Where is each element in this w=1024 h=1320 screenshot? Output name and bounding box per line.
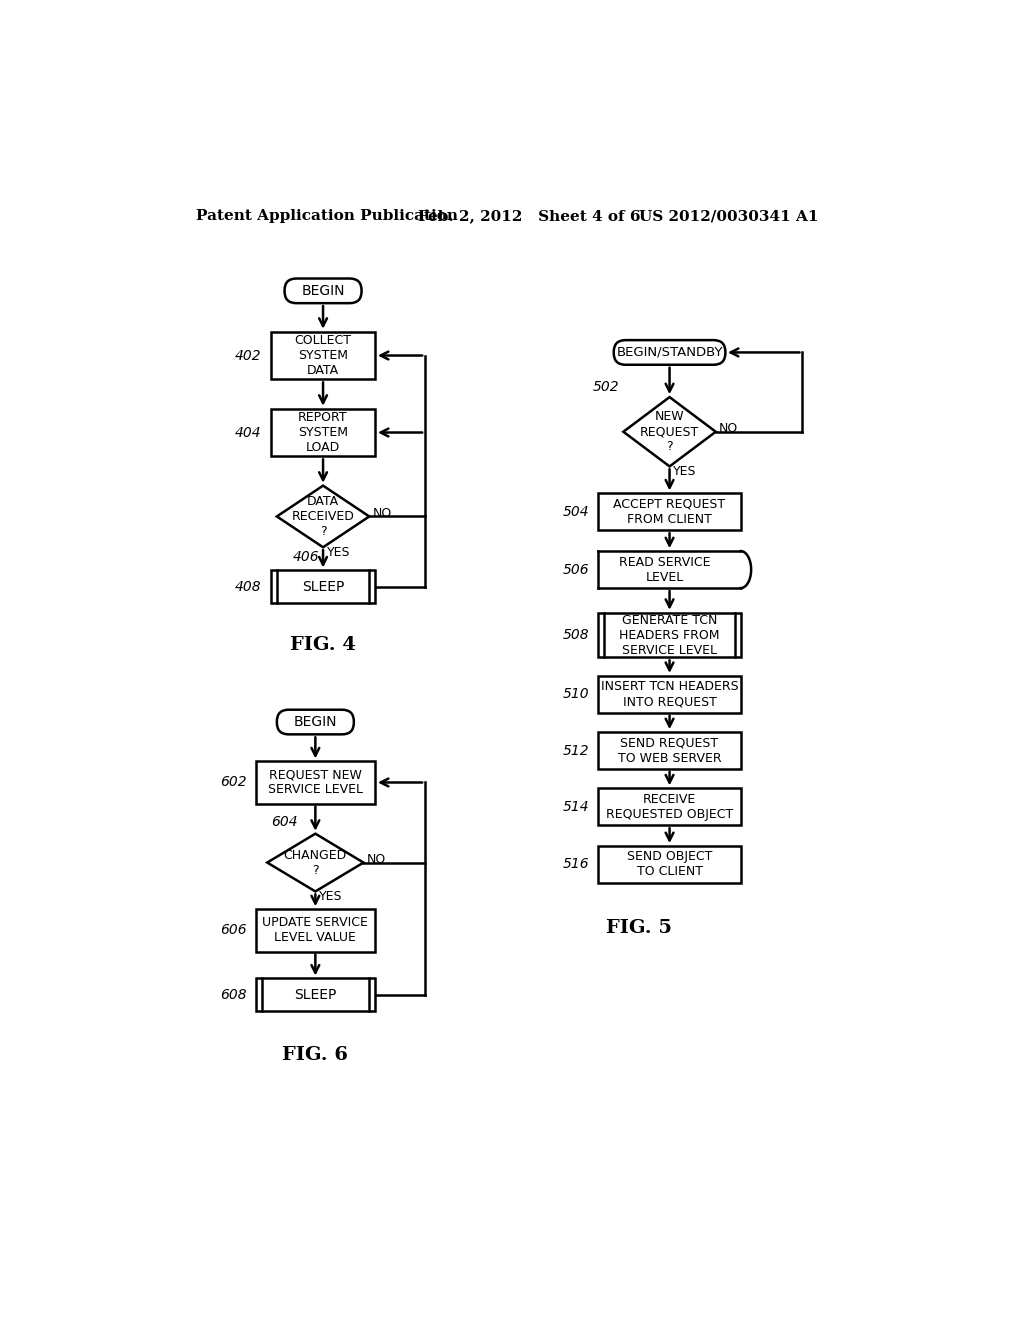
Text: YES: YES xyxy=(327,545,350,558)
Text: ACCEPT REQUEST
FROM CLIENT: ACCEPT REQUEST FROM CLIENT xyxy=(613,498,726,525)
Bar xyxy=(598,676,740,713)
Bar xyxy=(271,409,375,457)
Text: 408: 408 xyxy=(236,579,262,594)
Polygon shape xyxy=(598,552,752,589)
Text: 506: 506 xyxy=(562,562,589,577)
Text: NEW
REQUEST
?: NEW REQUEST ? xyxy=(640,411,699,453)
Text: 404: 404 xyxy=(236,425,262,440)
Text: COLLECT
SYSTEM
DATA: COLLECT SYSTEM DATA xyxy=(295,334,351,378)
Text: CHANGED
?: CHANGED ? xyxy=(284,849,347,876)
Bar xyxy=(598,733,740,770)
Text: SEND OBJECT
TO CLIENT: SEND OBJECT TO CLIENT xyxy=(627,850,713,879)
Text: FIG. 5: FIG. 5 xyxy=(606,919,672,937)
Bar xyxy=(256,909,375,952)
Bar xyxy=(598,494,740,531)
Text: 502: 502 xyxy=(593,380,620,395)
Text: US 2012/0030341 A1: US 2012/0030341 A1 xyxy=(639,209,818,223)
Text: SLEEP: SLEEP xyxy=(294,987,337,1002)
Text: 602: 602 xyxy=(220,775,247,789)
Text: NO: NO xyxy=(373,507,391,520)
Polygon shape xyxy=(267,834,364,891)
Text: YES: YES xyxy=(319,890,343,903)
Text: 606: 606 xyxy=(220,923,247,937)
Text: SLEEP: SLEEP xyxy=(302,579,344,594)
Text: FIG. 6: FIG. 6 xyxy=(283,1047,348,1064)
Bar xyxy=(271,570,375,603)
Text: BEGIN/STANDBY: BEGIN/STANDBY xyxy=(616,346,723,359)
Text: SEND REQUEST
TO WEB SERVER: SEND REQUEST TO WEB SERVER xyxy=(617,737,721,764)
Text: RECEIVE
REQUESTED OBJECT: RECEIVE REQUESTED OBJECT xyxy=(606,793,733,821)
FancyBboxPatch shape xyxy=(613,341,725,364)
Text: Feb. 2, 2012   Sheet 4 of 6: Feb. 2, 2012 Sheet 4 of 6 xyxy=(418,209,640,223)
Text: 402: 402 xyxy=(236,348,262,363)
Text: YES: YES xyxy=(674,465,697,478)
Text: UPDATE SERVICE
LEVEL VALUE: UPDATE SERVICE LEVEL VALUE xyxy=(262,916,369,944)
Text: Patent Application Publication: Patent Application Publication xyxy=(196,209,458,223)
Text: 510: 510 xyxy=(562,688,589,701)
Text: 604: 604 xyxy=(271,814,298,829)
Text: 512: 512 xyxy=(562,743,589,758)
FancyBboxPatch shape xyxy=(285,279,361,304)
Bar xyxy=(598,846,740,883)
Text: READ SERVICE
LEVEL: READ SERVICE LEVEL xyxy=(618,556,710,583)
Bar xyxy=(256,978,375,1011)
Text: 406: 406 xyxy=(293,550,319,565)
Text: BEGIN: BEGIN xyxy=(301,284,345,298)
Polygon shape xyxy=(624,397,716,466)
Text: 514: 514 xyxy=(562,800,589,813)
Bar xyxy=(598,788,740,825)
Text: FIG. 4: FIG. 4 xyxy=(290,636,356,653)
Text: 504: 504 xyxy=(562,504,589,519)
Text: 516: 516 xyxy=(562,858,589,871)
Text: INSERT TCN HEADERS
INTO REQUEST: INSERT TCN HEADERS INTO REQUEST xyxy=(601,680,738,709)
Text: REQUEST NEW
SERVICE LEVEL: REQUEST NEW SERVICE LEVEL xyxy=(268,768,362,796)
Bar xyxy=(256,762,375,804)
Text: 508: 508 xyxy=(562,628,589,642)
Text: NO: NO xyxy=(719,422,738,436)
Bar xyxy=(598,612,740,657)
Text: GENERATE TCN
HEADERS FROM
SERVICE LEVEL: GENERATE TCN HEADERS FROM SERVICE LEVEL xyxy=(620,614,720,656)
FancyBboxPatch shape xyxy=(276,710,354,734)
Bar xyxy=(271,331,375,379)
Polygon shape xyxy=(276,486,370,548)
Text: REPORT
SYSTEM
LOAD: REPORT SYSTEM LOAD xyxy=(298,411,348,454)
Text: NO: NO xyxy=(367,853,386,866)
Text: 608: 608 xyxy=(220,987,247,1002)
Text: DATA
RECEIVED
?: DATA RECEIVED ? xyxy=(292,495,354,539)
Text: BEGIN: BEGIN xyxy=(294,715,337,729)
